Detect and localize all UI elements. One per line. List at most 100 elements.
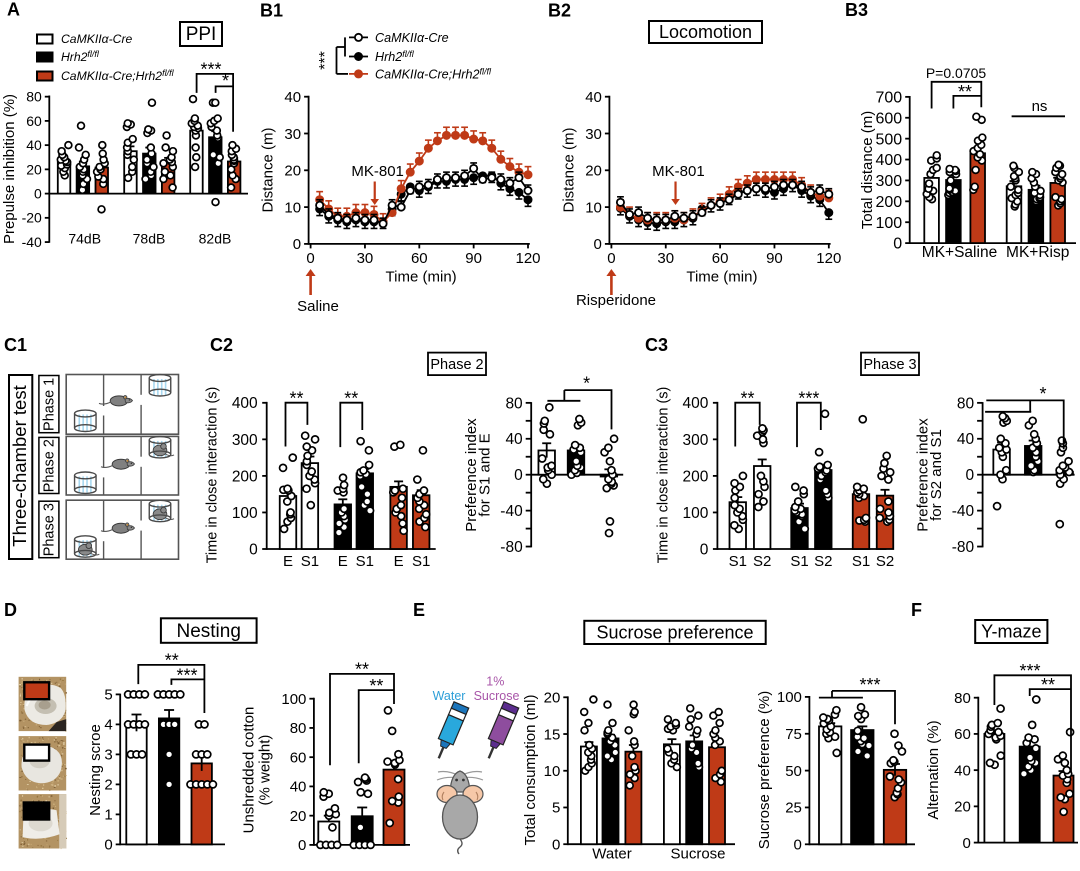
svg-text:*: * — [1039, 384, 1046, 404]
svg-text:Sucrose: Sucrose — [474, 689, 520, 703]
svg-text:15: 15 — [544, 726, 561, 743]
svg-text:20: 20 — [290, 808, 307, 825]
svg-text:Water: Water — [433, 689, 466, 703]
svg-text:E: E — [283, 553, 293, 570]
svg-text:Phase 1: Phase 1 — [42, 378, 58, 431]
svg-text:**: ** — [165, 651, 179, 671]
svg-text:500: 500 — [875, 131, 902, 148]
svg-text:60: 60 — [712, 250, 729, 267]
svg-text:Total consumption (ml): Total consumption (ml) — [522, 695, 539, 846]
svg-text:Distance (m): Distance (m) — [260, 127, 277, 212]
svg-text:0: 0 — [594, 236, 602, 253]
svg-text:82dB: 82dB — [199, 231, 232, 247]
svg-text:100: 100 — [777, 689, 802, 706]
svg-text:30: 30 — [657, 250, 674, 267]
svg-text:40: 40 — [505, 431, 523, 448]
svg-text:0: 0 — [552, 836, 560, 853]
svg-text:200: 200 — [875, 194, 902, 211]
svg-text:E: E — [413, 600, 425, 620]
svg-text:0: 0 — [965, 467, 974, 484]
svg-text:5: 5 — [104, 687, 112, 704]
svg-text:Sucrose preference (%): Sucrose preference (%) — [756, 691, 773, 849]
svg-text:-20: -20 — [22, 210, 42, 226]
svg-text:Nesting scroe: Nesting scroe — [87, 724, 104, 816]
svg-text:0: 0 — [104, 837, 112, 854]
svg-text:-80: -80 — [952, 539, 975, 556]
svg-text:**: ** — [355, 660, 369, 680]
svg-text:0: 0 — [700, 541, 709, 558]
svg-text:0: 0 — [293, 236, 301, 253]
svg-text:S1: S1 — [729, 553, 747, 570]
svg-text:100: 100 — [281, 691, 306, 708]
svg-text:120: 120 — [515, 250, 540, 267]
svg-text:CaMKIIα-Cre;Hrh2fl/fl: CaMKIIα-Cre;Hrh2fl/fl — [375, 67, 492, 82]
svg-text:300: 300 — [875, 173, 902, 190]
svg-text:***: *** — [1019, 661, 1040, 681]
svg-text:Preference index: Preference index — [463, 418, 480, 532]
svg-text:20: 20 — [26, 161, 42, 177]
svg-text:40: 40 — [954, 762, 971, 779]
svg-text:Time in close interaction (s): Time in close interaction (s) — [205, 387, 221, 564]
svg-text:S2: S2 — [753, 553, 771, 570]
svg-text:Sucrose: Sucrose — [670, 846, 725, 863]
svg-text:-40: -40 — [22, 234, 42, 250]
svg-text:0: 0 — [249, 541, 258, 558]
svg-text:Three-chamber test: Three-chamber test — [9, 385, 30, 546]
svg-text:80: 80 — [26, 89, 42, 105]
svg-text:2: 2 — [104, 777, 112, 794]
svg-text:D: D — [4, 600, 17, 620]
svg-text:S2: S2 — [814, 553, 832, 570]
svg-text:F: F — [911, 600, 922, 620]
svg-text:40: 40 — [284, 89, 301, 106]
svg-text:S1: S1 — [790, 553, 808, 570]
svg-text:0: 0 — [298, 837, 306, 854]
svg-text:80: 80 — [954, 690, 971, 707]
svg-text:Phase 2: Phase 2 — [42, 439, 58, 492]
svg-text:-40: -40 — [952, 503, 975, 520]
svg-text:400: 400 — [683, 395, 709, 412]
svg-text:40: 40 — [290, 779, 307, 796]
svg-text:50: 50 — [785, 763, 802, 780]
svg-text:Locomotion: Locomotion — [659, 22, 752, 42]
svg-text:20: 20 — [284, 163, 301, 180]
svg-text:*: * — [583, 374, 590, 394]
svg-text:**: ** — [344, 388, 358, 408]
svg-text:80: 80 — [957, 395, 975, 412]
svg-text:**: ** — [1041, 675, 1055, 695]
svg-text:25: 25 — [785, 800, 802, 817]
svg-text:10: 10 — [284, 199, 301, 216]
svg-text:A: A — [7, 0, 20, 20]
svg-text:C2: C2 — [210, 335, 233, 355]
svg-text:(% weight): (% weight) — [257, 735, 274, 806]
svg-text:1: 1 — [104, 807, 112, 824]
svg-text:for S2 and S1: for S2 and S1 — [928, 429, 945, 521]
svg-text:90: 90 — [766, 250, 783, 267]
svg-text:200: 200 — [232, 468, 258, 485]
svg-text:Alternation (%): Alternation (%) — [925, 720, 942, 819]
svg-text:20: 20 — [544, 690, 561, 707]
svg-text:200: 200 — [683, 468, 709, 485]
svg-text:10: 10 — [585, 199, 602, 216]
svg-text:C1: C1 — [4, 335, 27, 355]
svg-text:S1: S1 — [852, 553, 870, 570]
svg-text:10: 10 — [544, 763, 561, 780]
svg-text:74dB: 74dB — [68, 231, 101, 247]
svg-text:100: 100 — [875, 215, 902, 232]
svg-text:300: 300 — [232, 432, 258, 449]
svg-text:100: 100 — [232, 505, 258, 522]
svg-text:*: * — [222, 71, 229, 91]
svg-text:Water: Water — [592, 846, 631, 863]
svg-text:60: 60 — [26, 113, 42, 129]
svg-text:S2: S2 — [876, 553, 894, 570]
svg-text:***: *** — [176, 665, 197, 685]
svg-text:ns: ns — [1032, 98, 1048, 115]
svg-text:60: 60 — [411, 250, 428, 267]
svg-text:Time in close interaction (s): Time in close interaction (s) — [655, 387, 671, 564]
svg-text:1%: 1% — [486, 675, 504, 689]
svg-text:S1: S1 — [301, 553, 319, 570]
svg-text:20: 20 — [585, 163, 602, 180]
svg-text:Y-maze: Y-maze — [981, 622, 1041, 642]
svg-text:**: ** — [369, 676, 383, 696]
svg-text:3: 3 — [104, 747, 112, 764]
svg-text:100: 100 — [683, 505, 709, 522]
